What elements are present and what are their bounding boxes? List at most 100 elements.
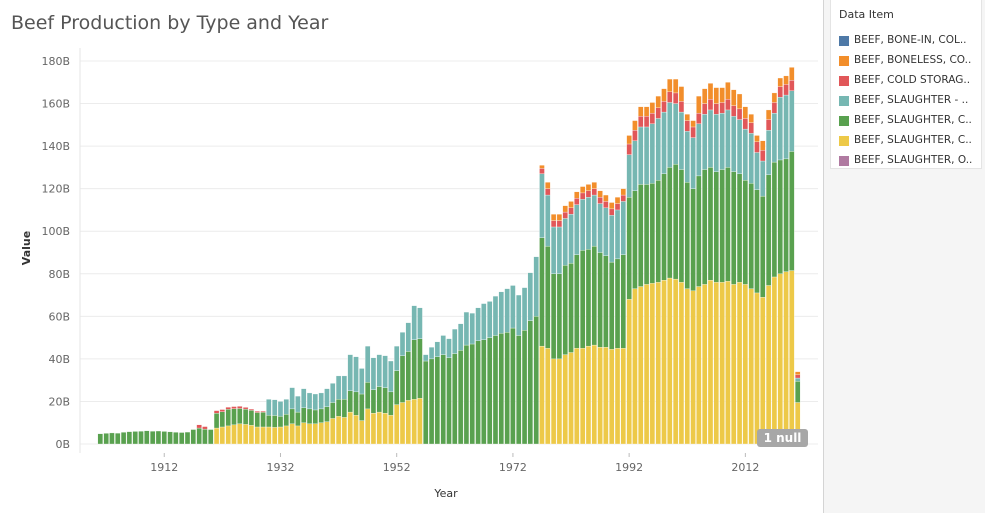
bar-segment-green-1940[interactable] bbox=[324, 406, 330, 422]
bar-segment-yellow-1955[interactable] bbox=[411, 399, 417, 445]
bar-segment-green-1963[interactable] bbox=[457, 350, 464, 445]
bar-segment-yellow-1952[interactable] bbox=[394, 404, 400, 445]
bar-segment-teal-2020[interactable] bbox=[789, 90, 795, 152]
bar-segment-orange-2010[interactable] bbox=[731, 89, 737, 106]
bar-segment-yellow-1927[interactable] bbox=[248, 425, 255, 445]
bar-segment-green-1924[interactable] bbox=[231, 408, 237, 426]
bar-segment-teal-1940[interactable] bbox=[324, 388, 330, 407]
bar-segment-green-1936[interactable] bbox=[301, 407, 307, 423]
bar-segment-yellow-1937[interactable] bbox=[306, 423, 313, 445]
bar-segment-yellow-2018[interactable] bbox=[777, 273, 783, 445]
bar-segment-orange-2009[interactable] bbox=[725, 82, 731, 100]
bar-segment-green-1967[interactable] bbox=[481, 339, 487, 445]
bar-segment-green-2015[interactable] bbox=[760, 195, 766, 298]
bar-segment-teal-1996[interactable] bbox=[649, 123, 656, 184]
bar-segment-orange-1985[interactable] bbox=[585, 184, 592, 191]
legend-item[interactable]: BEEF, BONE-IN, COL.. bbox=[837, 33, 979, 49]
bar-segment-orange-1999[interactable] bbox=[667, 78, 673, 93]
bar-segment-teal-1973[interactable] bbox=[516, 294, 522, 336]
bar-segment-teal-1959[interactable] bbox=[434, 341, 441, 357]
bar-segment-yellow-2020[interactable] bbox=[789, 270, 795, 445]
bar-segment-orange-1981[interactable] bbox=[562, 205, 568, 213]
bar-segment-green-1990[interactable] bbox=[614, 258, 621, 349]
bar-segment-green-1942[interactable] bbox=[335, 399, 342, 417]
bar-segment-green-1955[interactable] bbox=[411, 339, 417, 400]
bar-segment-teal-2004[interactable] bbox=[696, 123, 702, 177]
bar-segment-teal-1971[interactable] bbox=[504, 288, 510, 333]
bar-segment-orange-1997[interactable] bbox=[655, 95, 661, 108]
bar-segment-red-1998[interactable] bbox=[661, 101, 667, 113]
bar-segment-yellow-1936[interactable] bbox=[301, 422, 307, 445]
bar-segment-yellow-1934[interactable] bbox=[289, 423, 295, 445]
bar-segment-yellow-2003[interactable] bbox=[690, 290, 696, 445]
bar-segment-green-1983[interactable] bbox=[574, 254, 580, 349]
legend-item[interactable]: BEEF, SLAUGHTER, O.. bbox=[837, 153, 979, 169]
bar-segment-yellow-1940[interactable] bbox=[324, 421, 330, 445]
bar-segment-green-1954[interactable] bbox=[405, 351, 411, 401]
bar-segment-yellow-1953[interactable] bbox=[399, 402, 406, 445]
bar-segment-red-1923[interactable] bbox=[225, 407, 231, 410]
bar-segment-teal-1980[interactable] bbox=[556, 226, 563, 274]
bar-segment-teal-1947[interactable] bbox=[364, 345, 371, 383]
bar-segment-teal-2021[interactable] bbox=[795, 377, 801, 382]
bar-segment-teal-2009[interactable] bbox=[725, 109, 731, 168]
bar-segment-orange-1992[interactable] bbox=[626, 135, 632, 145]
bar-segment-yellow-2010[interactable] bbox=[731, 284, 737, 445]
bar-segment-red-2019[interactable] bbox=[783, 84, 789, 96]
bar-segment-orange-1979[interactable] bbox=[550, 214, 557, 221]
bar-segment-green-1949[interactable] bbox=[376, 386, 382, 413]
bar-segment-green-1999[interactable] bbox=[667, 167, 673, 279]
bar-segment-teal-2016[interactable] bbox=[765, 130, 772, 175]
bar-segment-teal-1950[interactable] bbox=[382, 355, 388, 388]
bar-segment-green-2009[interactable] bbox=[725, 167, 731, 282]
bar-segment-red-1925[interactable] bbox=[237, 406, 243, 409]
bar-segment-yellow-2011[interactable] bbox=[736, 282, 743, 445]
bar-segment-teal-1941[interactable] bbox=[330, 383, 336, 403]
bar-segment-green-1995[interactable] bbox=[643, 184, 650, 285]
bar-segment-teal-1979[interactable] bbox=[550, 226, 557, 274]
bar-segment-green-1996[interactable] bbox=[649, 183, 656, 284]
bar-segment-green-1961[interactable] bbox=[446, 357, 452, 445]
bar-segment-orange-1978[interactable] bbox=[545, 182, 551, 189]
bar-segment-yellow-1991[interactable] bbox=[620, 348, 626, 445]
bar-segment-red-2021[interactable] bbox=[795, 374, 801, 379]
bar-segment-green-1997[interactable] bbox=[655, 180, 661, 283]
bar-segment-green-1906[interactable] bbox=[126, 431, 133, 445]
bar-segment-teal-2003[interactable] bbox=[690, 137, 696, 189]
bar-segment-green-1922[interactable] bbox=[219, 411, 226, 428]
bar-segment-red-1921[interactable] bbox=[213, 410, 220, 414]
bar-segment-green-2001[interactable] bbox=[678, 169, 685, 283]
bar-segment-teal-1968[interactable] bbox=[487, 301, 493, 338]
bar-segment-red-2005[interactable] bbox=[702, 103, 708, 115]
bar-segment-red-1981[interactable] bbox=[562, 211, 568, 219]
bar-segment-red-2014[interactable] bbox=[754, 141, 760, 153]
bar-segment-teal-2007[interactable] bbox=[713, 114, 719, 172]
bar-segment-yellow-2002[interactable] bbox=[684, 288, 690, 445]
bar-segment-yellow-1994[interactable] bbox=[638, 286, 644, 445]
bar-segment-red-1980[interactable] bbox=[556, 220, 563, 228]
bar-segment-green-2017[interactable] bbox=[771, 161, 778, 278]
bar-segment-orange-2014[interactable] bbox=[754, 135, 760, 143]
bar-segment-yellow-1985[interactable] bbox=[585, 345, 592, 445]
bar-segment-red-1922[interactable] bbox=[219, 409, 226, 412]
bar-segment-red-1994[interactable] bbox=[638, 116, 644, 128]
bar-segment-green-1970[interactable] bbox=[498, 333, 504, 445]
bar-segment-red-1919[interactable] bbox=[202, 426, 208, 430]
bar-segment-teal-1992[interactable] bbox=[626, 154, 632, 198]
bar-segment-orange-2017[interactable] bbox=[771, 92, 778, 103]
bar-segment-green-1947[interactable] bbox=[364, 382, 371, 410]
bar-segment-teal-1960[interactable] bbox=[440, 335, 446, 355]
bar-segment-red-1985[interactable] bbox=[585, 190, 592, 198]
bar-segment-green-1904[interactable] bbox=[115, 432, 121, 445]
bar-segment-red-2009[interactable] bbox=[725, 99, 731, 111]
bar-segment-green-1982[interactable] bbox=[568, 262, 574, 353]
bar-segment-green-1988[interactable] bbox=[603, 255, 609, 348]
bar-segment-teal-2001[interactable] bbox=[678, 111, 685, 170]
bar-segment-teal-1949[interactable] bbox=[376, 354, 382, 387]
bar-segment-teal-1937[interactable] bbox=[306, 392, 313, 410]
bar-segment-green-1902[interactable] bbox=[103, 433, 109, 445]
bar-segment-yellow-1992[interactable] bbox=[626, 299, 632, 445]
bar-segment-green-1911[interactable] bbox=[155, 430, 162, 445]
bar-segment-red-1982[interactable] bbox=[568, 207, 574, 215]
